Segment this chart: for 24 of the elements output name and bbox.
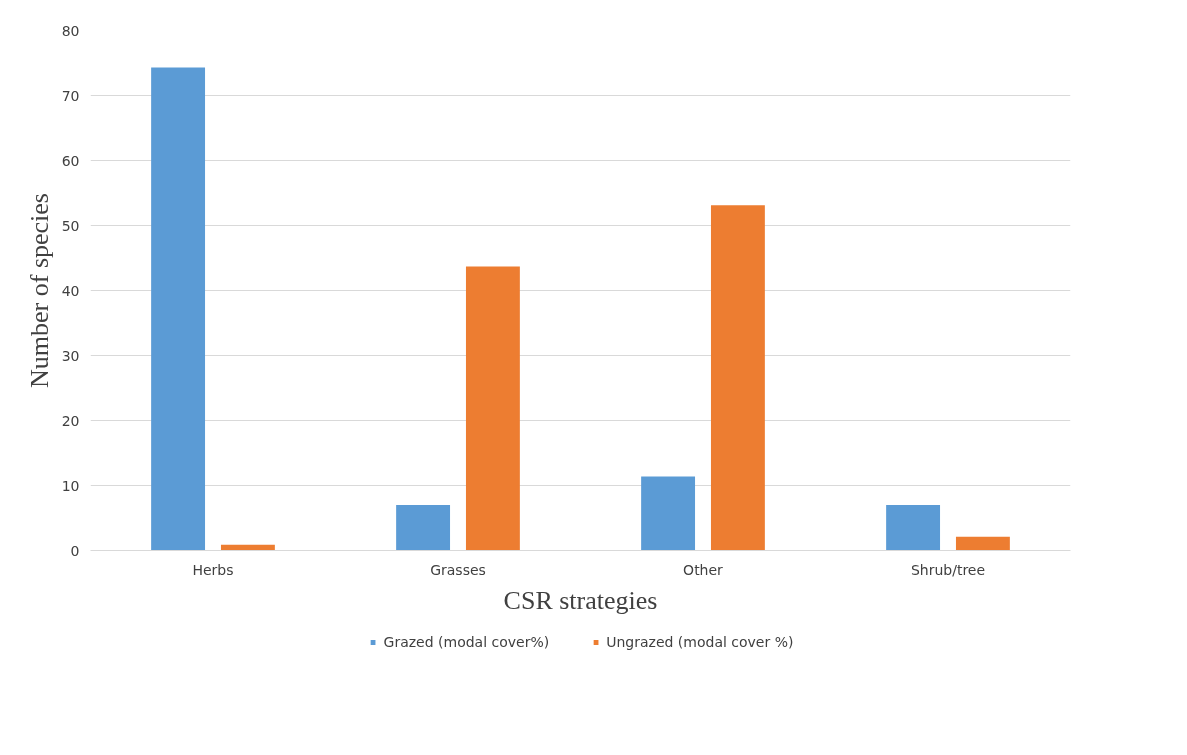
y-tick-label: 20	[61, 412, 80, 429]
bar	[710, 205, 765, 551]
x-tick-label: Grasses	[430, 561, 486, 578]
legend-label: Grazed (modal cover%)	[383, 634, 550, 650]
y-axis-title: Number of species	[24, 193, 54, 388]
bar	[396, 505, 451, 551]
bar	[151, 67, 206, 551]
x-tick-label: Shrub/tree	[910, 561, 986, 578]
bar	[641, 476, 696, 551]
bar	[465, 266, 520, 551]
y-tick-label: 80	[61, 22, 80, 39]
legend-label: Ungrazed (modal cover %)	[606, 634, 794, 650]
y-tick-label: 0	[70, 542, 80, 559]
x-tick-label: Herbs	[192, 561, 234, 578]
bar	[955, 536, 1010, 551]
y-tick-label: 50	[61, 217, 80, 234]
y-tick-label: 40	[61, 282, 80, 299]
y-tick-label: 70	[61, 87, 80, 104]
bar	[886, 505, 941, 551]
x-tick-label: Other	[683, 561, 724, 578]
y-tick-label: 30	[61, 347, 80, 364]
x-axis-title: CSR strategies	[503, 585, 658, 615]
y-tick-label: 10	[61, 477, 80, 494]
y-tick-label: 60	[61, 152, 80, 169]
